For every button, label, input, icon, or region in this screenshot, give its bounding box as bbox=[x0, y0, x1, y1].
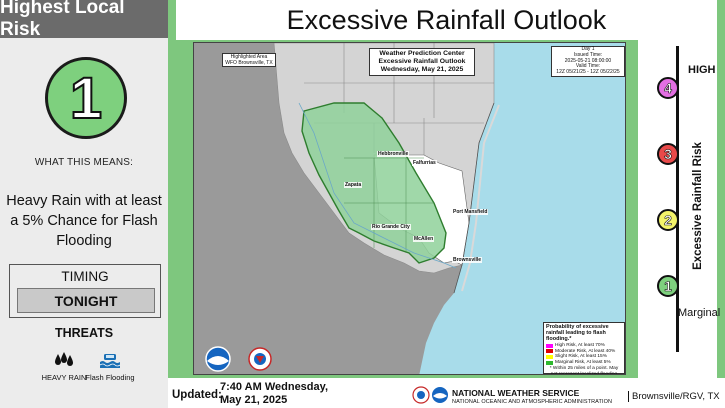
legend-item: High Risk, At least 70% bbox=[546, 343, 622, 349]
city-label: Zapata bbox=[344, 182, 363, 188]
risk-level-4-badge: 4 bbox=[657, 77, 679, 99]
nws-logo bbox=[248, 347, 272, 371]
agency-logos bbox=[412, 386, 448, 404]
map-title-line-2: Excessive Rainfall Outlook bbox=[378, 58, 466, 65]
city-label: McAllen bbox=[413, 236, 435, 242]
city-label: Rio Grande City bbox=[371, 224, 411, 230]
risk-level-1-badge: 1 bbox=[657, 275, 679, 297]
threat-heavy-rain: HEAVY RAIN bbox=[36, 352, 92, 382]
scale-marginal-label: Marginal bbox=[678, 307, 721, 319]
city-label: Port Mansfield bbox=[452, 209, 489, 215]
legend-note: * Within 25 miles of a point. May not re… bbox=[549, 366, 619, 375]
legend-swatch bbox=[546, 360, 553, 365]
legend-item: Slight Risk, At least 15% bbox=[546, 354, 622, 360]
noaa-logo bbox=[205, 346, 231, 372]
left-info-panel: Highest Local Risk 1 WHAT THIS MEANS: He… bbox=[0, 0, 168, 408]
map-legend: Probability of excessive rainfall leadin… bbox=[543, 322, 625, 374]
map-title-line-3: Wednesday, May 21, 2025 bbox=[380, 66, 464, 73]
highlight-line-2: WFO Brownsville, TX bbox=[225, 60, 273, 66]
legend-label: Slight Risk, At least 15% bbox=[555, 354, 607, 360]
what-this-means-text: Heavy Rain with at least a 5% Chance for… bbox=[6, 193, 162, 249]
day-info-box: Day 1 Issued Time: 2025-05-21 08:00:00 V… bbox=[551, 46, 625, 77]
map-title-box: Weather Prediction Center Excessive Rain… bbox=[369, 48, 475, 76]
legend-swatch bbox=[546, 349, 553, 354]
risk-scale-title: Excessive Rainfall Risk bbox=[692, 142, 704, 270]
city-label: Hebbronville bbox=[377, 151, 410, 157]
threats-label: THREATS bbox=[54, 326, 114, 340]
highlight-area-box: Highlighted Area WFO Brownsville, TX bbox=[222, 53, 276, 67]
risk-scale-line bbox=[676, 46, 679, 352]
map-graphic bbox=[194, 43, 500, 374]
risk-level-3-badge: 3 bbox=[657, 143, 679, 165]
highlight-line-1: Highlighted Area bbox=[230, 54, 268, 60]
timing-value: TONIGHT bbox=[17, 288, 155, 313]
day-info-line-3: 2025-05-21 08:00:00 bbox=[564, 57, 612, 64]
updated-label: Updated: bbox=[172, 389, 222, 401]
risk-level-2-badge: 2 bbox=[657, 209, 679, 231]
timing-box: TIMING TONIGHT bbox=[9, 264, 161, 318]
flash-flooding-icon bbox=[99, 354, 121, 368]
heavy-rain-icon bbox=[55, 352, 73, 366]
legend-swatch bbox=[546, 354, 553, 359]
legend-item: Moderate Risk, At least 40% bbox=[546, 349, 622, 355]
timing-label: TIMING bbox=[61, 269, 109, 284]
rio-grande-river bbox=[298, 102, 457, 269]
day-info-line-5: 12Z 05/21/25 - 12Z 05/22/25 bbox=[556, 69, 620, 76]
page-title: Excessive Rainfall Outlook bbox=[176, 0, 717, 40]
city-label: Brownsville bbox=[452, 257, 483, 263]
what-this-means-label: WHAT THIS MEANS: bbox=[34, 157, 134, 168]
coastline bbox=[453, 102, 495, 294]
agency-subtitle: NATIONAL OCEANIC AND ATMOSPHERIC ADMINIS… bbox=[452, 399, 613, 405]
map-title-line-1: Weather Prediction Center bbox=[379, 50, 465, 57]
threat-heavy-rain-label: HEAVY RAIN bbox=[41, 373, 87, 382]
scale-high-label: HIGH bbox=[688, 64, 716, 76]
barrier-island bbox=[461, 104, 500, 292]
city-label: Falfurrias bbox=[412, 160, 437, 166]
legend-label: Moderate Risk, At least 40% bbox=[555, 348, 616, 354]
day-info-line-2: Issued Time: bbox=[573, 51, 603, 58]
legend-label: Marginal Risk, At least 5% bbox=[555, 359, 611, 365]
threat-flash-flooding: Flash Flooding bbox=[82, 352, 138, 382]
office-name: Brownsville/RGV, TX bbox=[628, 391, 720, 402]
highest-local-risk-header: Highest Local Risk bbox=[0, 0, 168, 40]
legend-title: Probability of excessive rainfall leadin… bbox=[546, 324, 609, 342]
day-info-line-1: Day 1 bbox=[581, 46, 595, 52]
legend-swatch bbox=[546, 343, 553, 348]
agency-title: NATIONAL WEATHER SERVICE bbox=[452, 388, 580, 398]
legend-item: Marginal Risk, At least 5% bbox=[546, 360, 622, 366]
threat-flash-flooding-label: Flash Flooding bbox=[85, 373, 135, 382]
updated-value: 7:40 AM Wednesday, May 21, 2025 bbox=[220, 381, 328, 406]
legend-label: High Risk, At least 70% bbox=[555, 343, 605, 348]
risk-level-badge: 1 bbox=[45, 57, 127, 139]
outlook-map: Weather Prediction Center Excessive Rain… bbox=[193, 42, 626, 375]
day-info-line-4: Valid Time: bbox=[575, 63, 601, 70]
